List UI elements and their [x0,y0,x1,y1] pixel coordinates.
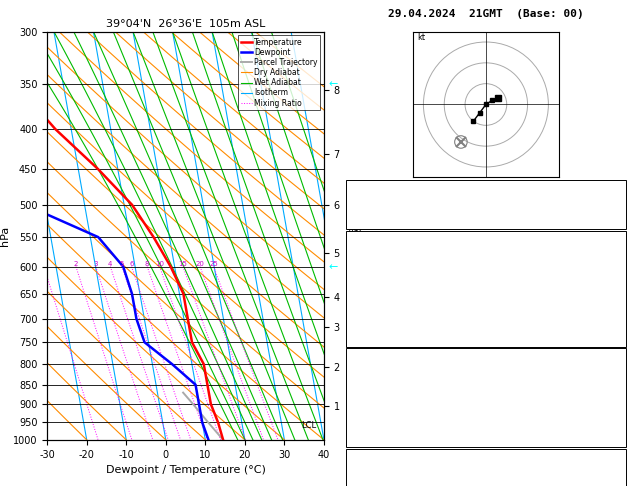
Text: Dewp (°C): Dewp (°C) [352,266,405,276]
Text: 1.81: 1.81 [599,215,623,225]
Text: 20: 20 [196,260,204,267]
Text: CAPE (J): CAPE (J) [352,315,399,326]
Text: ←: ← [329,261,338,272]
Text: ©: © [322,425,323,426]
Text: kt: kt [417,33,425,42]
Text: Lifted Index: Lifted Index [352,299,423,309]
Text: Temp (°C): Temp (°C) [352,249,405,260]
Text: 14.5: 14.5 [599,249,623,260]
Text: 34: 34 [611,467,623,477]
Legend: Temperature, Dewpoint, Parcel Trajectory, Dry Adiabat, Wet Adiabat, Isotherm, Mi: Temperature, Dewpoint, Parcel Trajectory… [238,35,320,110]
Text: 311: 311 [605,383,623,393]
Text: 14: 14 [611,182,623,192]
Y-axis label: km
ASL: km ASL [348,216,365,236]
Text: LCL: LCL [301,421,316,431]
Text: 15: 15 [179,260,187,267]
Text: 5: 5 [617,299,623,309]
Text: 29.04.2024  21GMT  (Base: 00): 29.04.2024 21GMT (Base: 00) [388,9,584,19]
Text: θᵉ(K): θᵉ(K) [352,282,382,293]
Text: 25: 25 [209,260,218,267]
Text: Surface: Surface [465,233,506,243]
Text: 6: 6 [130,260,134,267]
Text: 0: 0 [617,433,623,443]
Text: 850: 850 [605,366,623,377]
Text: θᵉ (K): θᵉ (K) [352,383,387,393]
Text: CIN (J): CIN (J) [352,433,393,443]
Title: 39°04'N  26°36'E  105m ASL: 39°04'N 26°36'E 105m ASL [106,19,265,30]
Text: Totals Totals: Totals Totals [352,198,428,208]
Text: 0: 0 [617,416,623,426]
Text: CAPE (J): CAPE (J) [352,416,399,426]
Text: 46: 46 [611,198,623,208]
Text: 10: 10 [155,260,164,267]
Text: K: K [352,182,358,192]
Text: 5: 5 [617,399,623,410]
Text: 2: 2 [74,260,78,267]
Text: 51: 51 [611,484,623,486]
X-axis label: Dewpoint / Temperature (°C): Dewpoint / Temperature (°C) [106,465,265,475]
Text: Hodograph: Hodograph [459,451,513,461]
Text: © weatheronline.co.uk: © weatheronline.co.uk [424,471,548,481]
Text: SREH: SREH [352,484,376,486]
Text: 5: 5 [120,260,124,267]
Text: 10.8: 10.8 [599,266,623,276]
Y-axis label: hPa: hPa [0,226,10,246]
Text: 0: 0 [617,315,623,326]
Text: PW (cm): PW (cm) [352,215,393,225]
Text: 3: 3 [94,260,98,267]
Text: Most Unstable: Most Unstable [448,350,524,360]
Text: 0: 0 [617,332,623,342]
Text: 309: 309 [605,282,623,293]
Text: Pressure (mb): Pressure (mb) [352,366,428,377]
Text: 8: 8 [145,260,150,267]
Text: CIN (J): CIN (J) [352,332,393,342]
Text: ←: ← [329,79,338,89]
Text: EH: EH [352,467,364,477]
Text: 4: 4 [108,260,113,267]
Text: Lifted Index: Lifted Index [352,399,423,410]
